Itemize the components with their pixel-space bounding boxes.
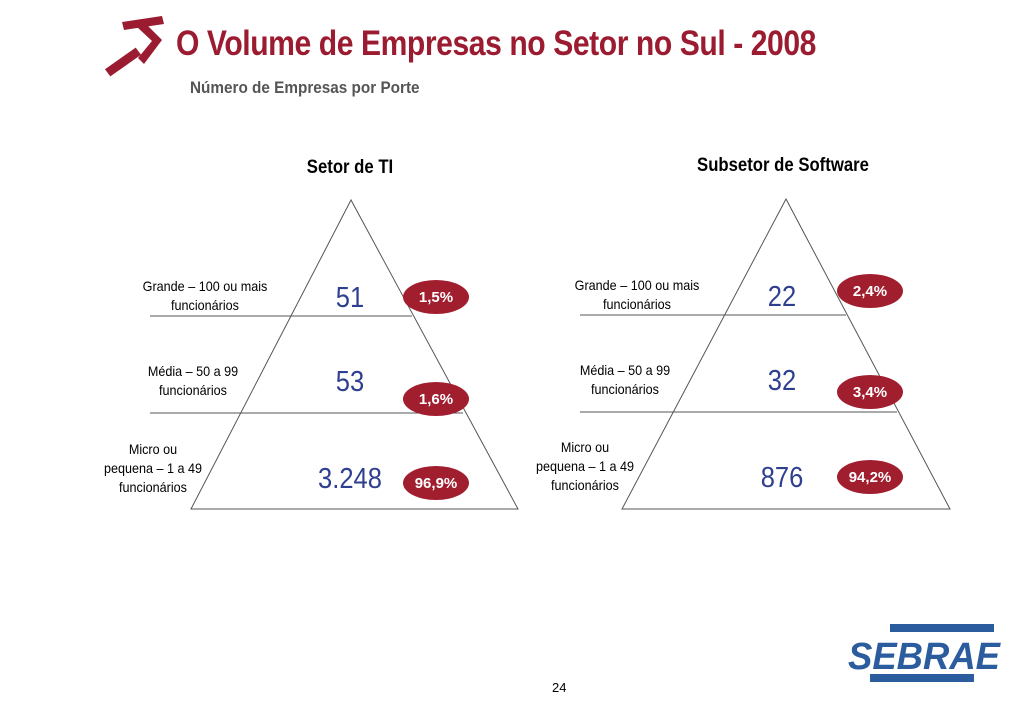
pyramid-title-software: Subsetor de Software bbox=[697, 155, 869, 176]
sebrae-logo: SEBRAE bbox=[848, 624, 1002, 682]
pyramid-ti bbox=[150, 198, 519, 510]
tier-label-small: Micro ou pequena – 1 a 49 funcionários bbox=[103, 441, 203, 495]
count-small: 3.248 bbox=[318, 463, 382, 495]
page-subtitle: Número de Empresas por Porte bbox=[190, 78, 420, 97]
tier-label-large: Grande – 100 ou mais funcionários bbox=[142, 278, 268, 313]
count-small: 876 bbox=[760, 462, 804, 494]
page-title: O Volume de Empresas no Setor no Sul - 2… bbox=[176, 24, 817, 63]
count-medium: 53 bbox=[335, 366, 365, 398]
count-large: 22 bbox=[767, 281, 797, 313]
tier-label-large: Grande – 100 ou mais funcionários bbox=[574, 277, 700, 312]
tier-label-small: Micro ou pequena – 1 a 49 funcionários bbox=[535, 439, 635, 493]
svg-text:SEBRAE: SEBRAE bbox=[848, 636, 1002, 678]
percent-badge: 2,4% bbox=[837, 274, 903, 308]
percent-badge: 96,9% bbox=[403, 466, 469, 500]
percent-badge: 3,4% bbox=[837, 375, 903, 409]
tier-label-medium: Média – 50 a 99 funcionários bbox=[579, 362, 671, 397]
count-large: 51 bbox=[335, 282, 365, 314]
percent-badge: 1,5% bbox=[403, 280, 469, 314]
percent-badge: 1,6% bbox=[403, 382, 469, 416]
count-medium: 32 bbox=[767, 365, 797, 397]
pyramid-title-ti: Setor de TI bbox=[306, 157, 394, 178]
tier-label-medium: Média – 50 a 99 funcionários bbox=[147, 363, 239, 398]
pyramid-software bbox=[580, 197, 951, 510]
arrow-logo-icon bbox=[104, 16, 164, 77]
percent-badge: 94,2% bbox=[837, 460, 903, 494]
page-number: 24 bbox=[552, 680, 567, 695]
